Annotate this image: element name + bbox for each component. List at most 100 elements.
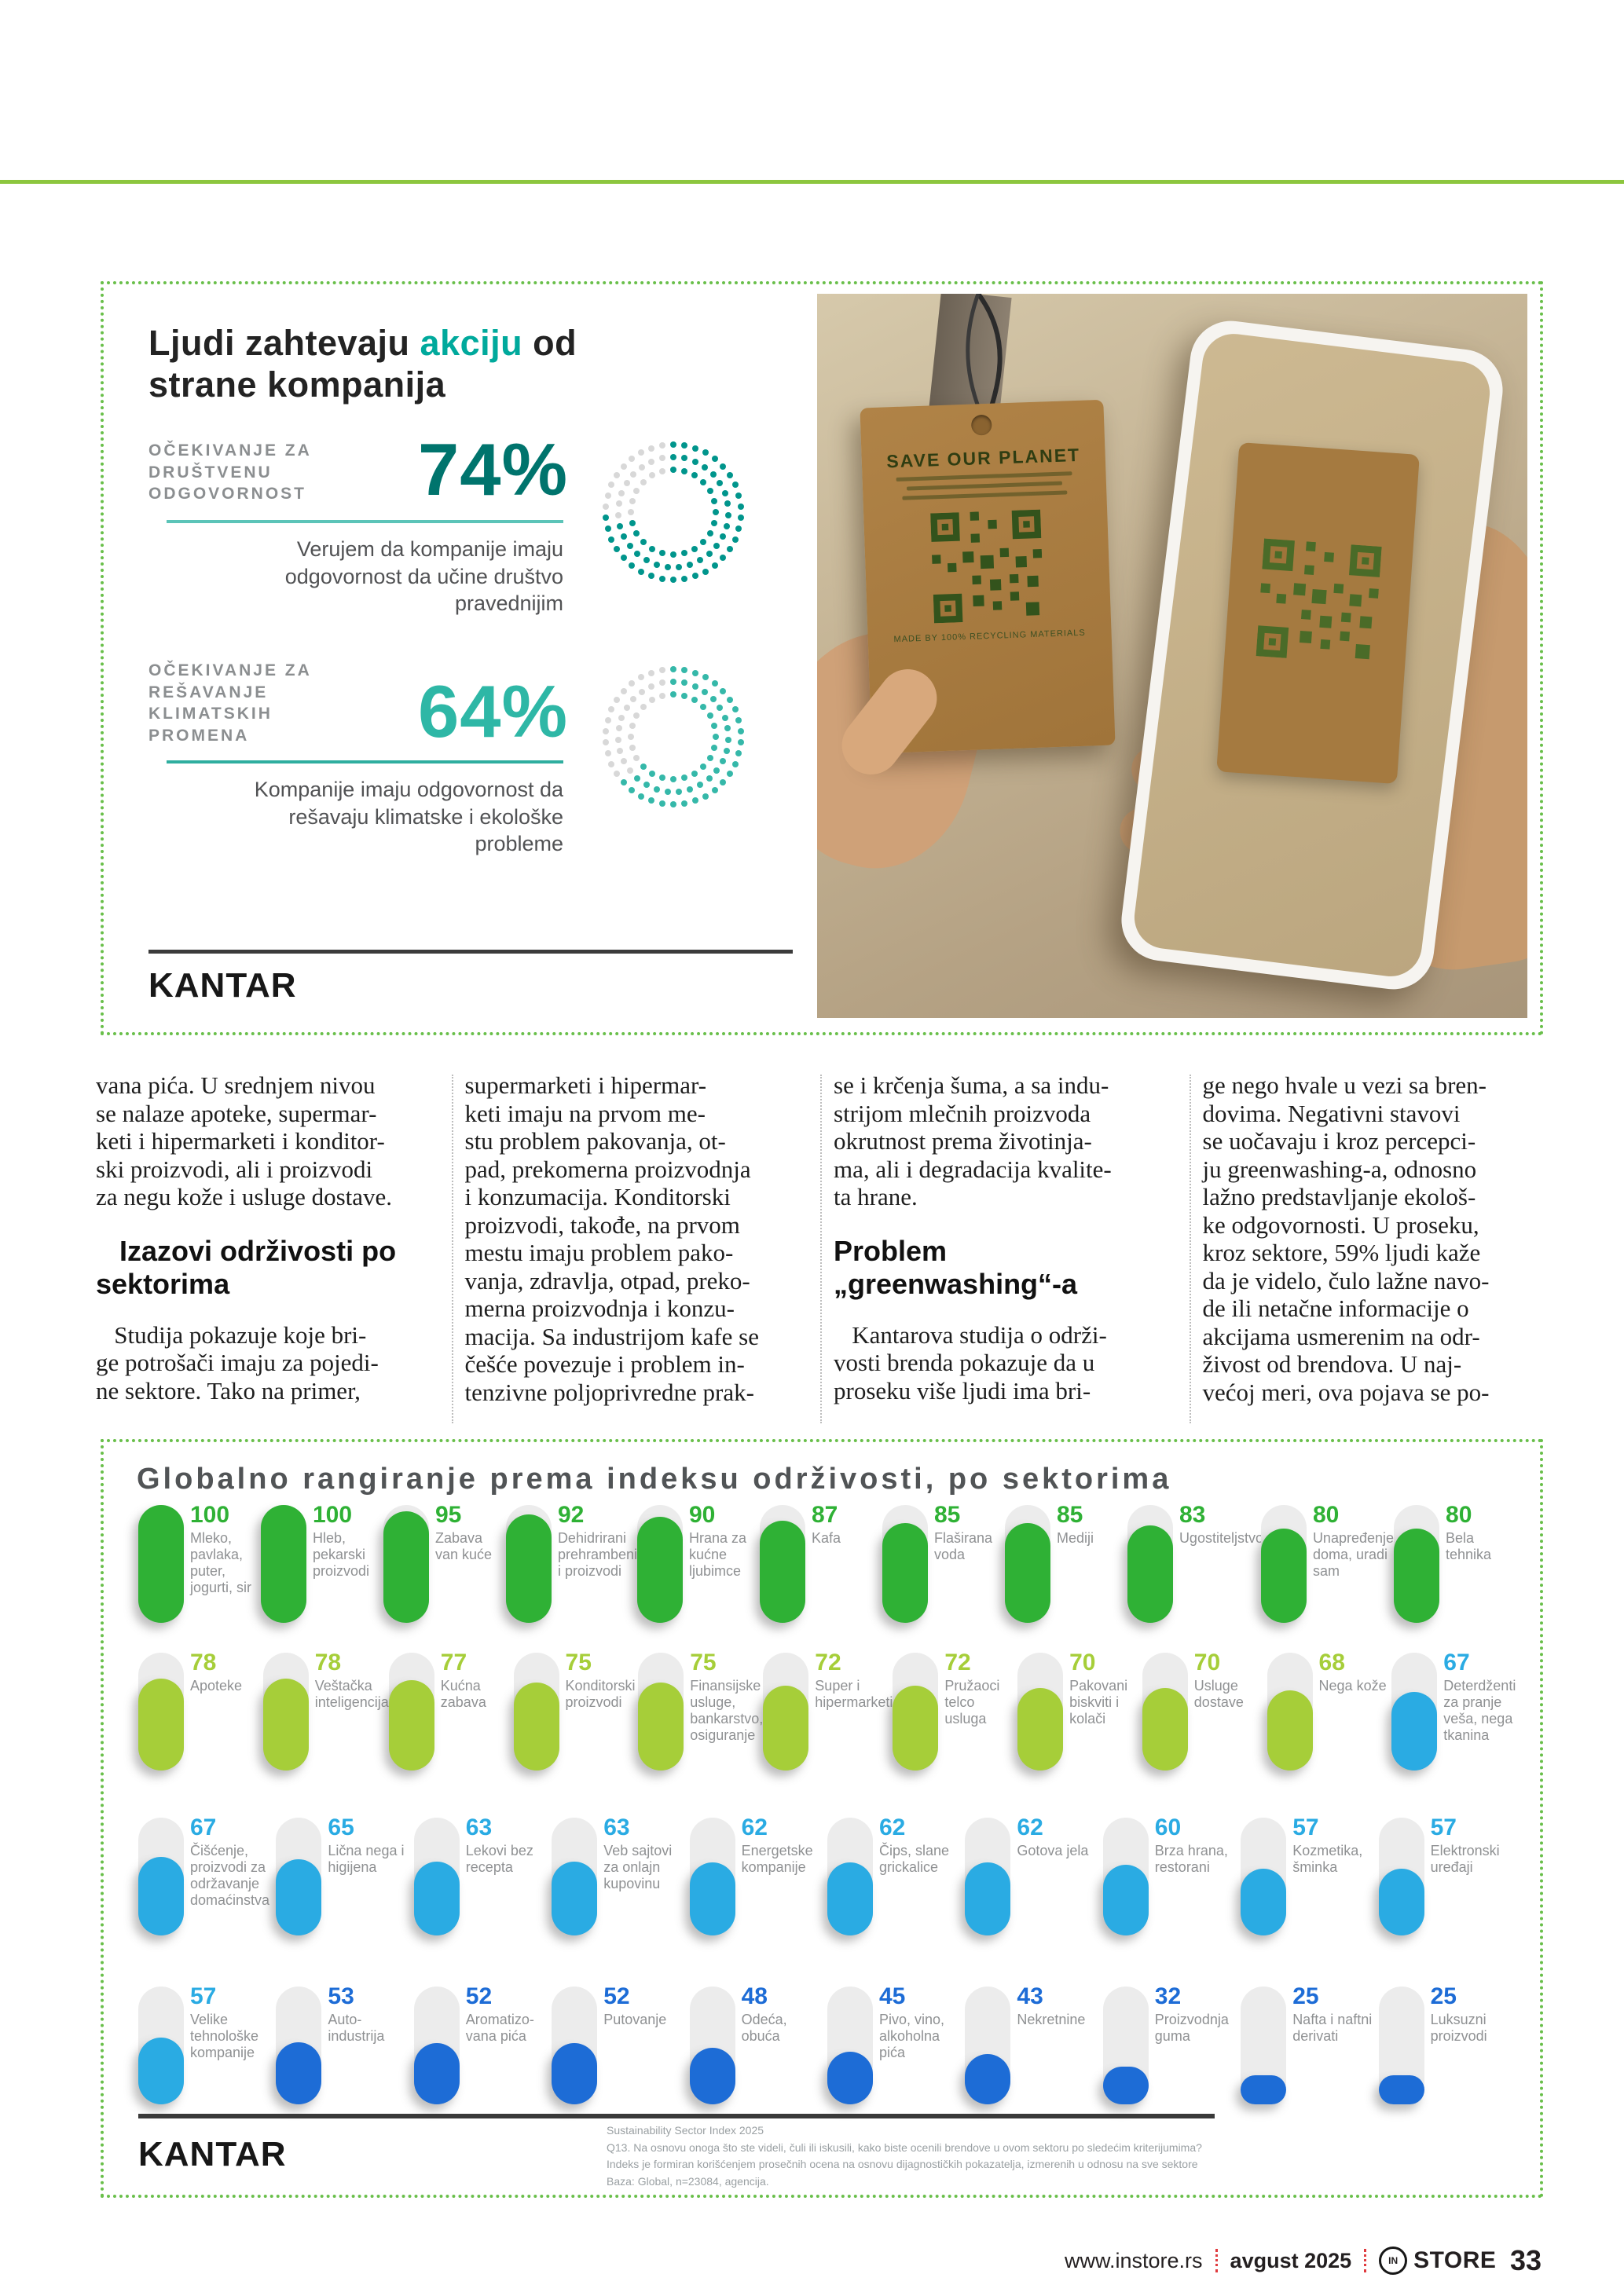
donut-dot: [713, 509, 719, 515]
bar-label: Super i hipermarketi: [815, 1677, 893, 1710]
donut-dot: [724, 725, 731, 732]
bar-fill: [138, 2037, 184, 2104]
donut-dot: [648, 683, 655, 690]
text-line: vanja, zdravlja, otpad, preko-: [464, 1266, 750, 1294]
chart-bar-item: 63 Lekovi bez recepta: [413, 1814, 552, 1935]
bar-value: 100: [312, 1502, 353, 1528]
text-line: proizvodi, takođe, na prvom: [464, 1210, 740, 1239]
text-line: za negu kože i usluge dostave.: [96, 1183, 393, 1210]
donut-dot: [670, 691, 676, 698]
donut-dot: [615, 511, 622, 518]
text-line: većoj meri, ova pojava se po-: [1202, 1378, 1490, 1406]
donut-dot: [719, 533, 726, 540]
donut-dot: [691, 683, 698, 690]
donut-dot: [723, 522, 730, 529]
bar-value: 65: [328, 1814, 354, 1840]
chart-bar-item: 52 Putovanje: [552, 1984, 689, 2104]
donut-dot: [640, 539, 647, 546]
kantar-logo: KANTAR: [148, 966, 297, 1005]
chart-bar-item: 90 Hrana za kućne ljubimce: [637, 1503, 760, 1623]
bar-fill: [138, 1679, 184, 1771]
text-line: ge nego hvale u vezi sa bren-: [1202, 1071, 1487, 1099]
donut-dot: [615, 725, 622, 732]
donut-dot: [731, 706, 739, 713]
paragraph: se i krčenja šuma, a sa indu-strijom mle…: [834, 1071, 1178, 1211]
donut-dot: [629, 519, 636, 526]
bar-value: 62: [878, 1814, 906, 1840]
chart-bar-item: 78 Apoteke: [138, 1650, 263, 1771]
donut-dot: [691, 445, 698, 452]
donut-dot: [617, 522, 624, 529]
chart-bar-item: 72 Super i hipermarketi: [763, 1650, 893, 1771]
chart-bar-item: 100 Mleko, pavlaka, puter, jogurti, sir: [138, 1503, 261, 1623]
donut-dot: [649, 697, 655, 704]
donut-dot: [629, 744, 636, 751]
donut-dot: [701, 463, 708, 471]
bar-value: 57: [190, 1983, 217, 2009]
website-link[interactable]: www.instore.rs: [1065, 2248, 1203, 2272]
donut-dot: [620, 463, 627, 470]
donut-dot: [723, 747, 730, 754]
donut-dot: [648, 573, 655, 580]
donut-dot: [603, 727, 610, 734]
donut-dot: [721, 714, 728, 721]
bar-label: Finansijske usluge, bankarstvo, osiguran…: [690, 1677, 764, 1744]
bar-track: [260, 1505, 306, 1623]
bar-value: 78: [314, 1650, 342, 1675]
donut-dot: [664, 788, 671, 795]
bar-value: 63: [465, 1814, 493, 1840]
chart-bar-item: 52 Aromatizo- vana pića: [413, 1984, 552, 2104]
donut-dot: [720, 463, 727, 470]
bar-value: 48: [741, 1983, 768, 2009]
donut-dot: [702, 449, 709, 456]
donut-dot: [701, 688, 708, 695]
bar-fill: [1241, 1868, 1287, 1935]
bar-label: Pivo, vino, alkoholna pića: [878, 2011, 945, 2060]
donut-dot: [731, 760, 739, 767]
bar-label: Pružaoci telco usluga: [944, 1677, 1000, 1727]
bar-text: 25 Luksuzni proizvodi: [1431, 1984, 1512, 2045]
bar-label: Bela tehnika: [1446, 1529, 1492, 1562]
bar-value: 53: [328, 1983, 354, 2009]
footnote-line: Sustainability Sector Index 2025: [607, 2124, 764, 2137]
text-line: pad, prekomerna proizvodnja: [464, 1155, 751, 1183]
donut-dot: [680, 774, 687, 782]
donut-dot: [681, 800, 688, 807]
bar-track: [138, 1987, 184, 2104]
bar-fill: [827, 2051, 873, 2104]
donut-dot: [654, 561, 661, 568]
issue-date: avgust 2025: [1230, 2248, 1352, 2272]
donut-dot: [638, 568, 645, 575]
bar-track: [1142, 1653, 1188, 1771]
chart-bar-item: 62 Gotova jela: [965, 1815, 1102, 1935]
footnote-line: Baza: Global, n=23084, agencija.: [607, 2175, 769, 2188]
donut-dot: [724, 500, 731, 507]
article-body: vana pića. U srednjem nivou se nalaze apo…: [96, 1071, 1546, 1426]
donut-dot: [640, 478, 647, 485]
bar-fill: [513, 1682, 559, 1771]
bar-value: 78: [190, 1650, 217, 1675]
bar-track: [965, 1987, 1011, 2104]
donut-dot: [706, 755, 713, 761]
bar-fill: [1017, 1688, 1064, 1771]
bar-track: [965, 1818, 1011, 1935]
tag-hole: [970, 414, 992, 436]
bar-label: Usluge dostave: [1193, 1677, 1244, 1710]
bar-value: 80: [1446, 1502, 1472, 1528]
bar-value: 32: [1154, 1983, 1182, 2009]
bar-label: Putovanje: [603, 2011, 667, 2027]
footer-separator: [1364, 2249, 1367, 2272]
donut-dot: [709, 695, 717, 702]
paragraph: supermarketi i hipermar-keti imaju na pr…: [465, 1071, 809, 1406]
bar-label: Pakovani biskviti i kolači: [1069, 1677, 1128, 1727]
tag-qr-code: [930, 509, 1044, 624]
donut-dot: [670, 776, 676, 782]
text-line: i konzumacija. Konditorski: [464, 1183, 731, 1210]
donut-dot: [604, 525, 611, 533]
bar-fill: [552, 1861, 598, 1935]
donut-dot: [700, 764, 707, 771]
bar-fill: [893, 1686, 939, 1771]
donut-dot: [634, 551, 641, 558]
chart-bar-item: 63 Veb sajtovi za onlajn kupovinu: [552, 1815, 689, 1935]
bar-label: Apoteke: [190, 1677, 243, 1694]
